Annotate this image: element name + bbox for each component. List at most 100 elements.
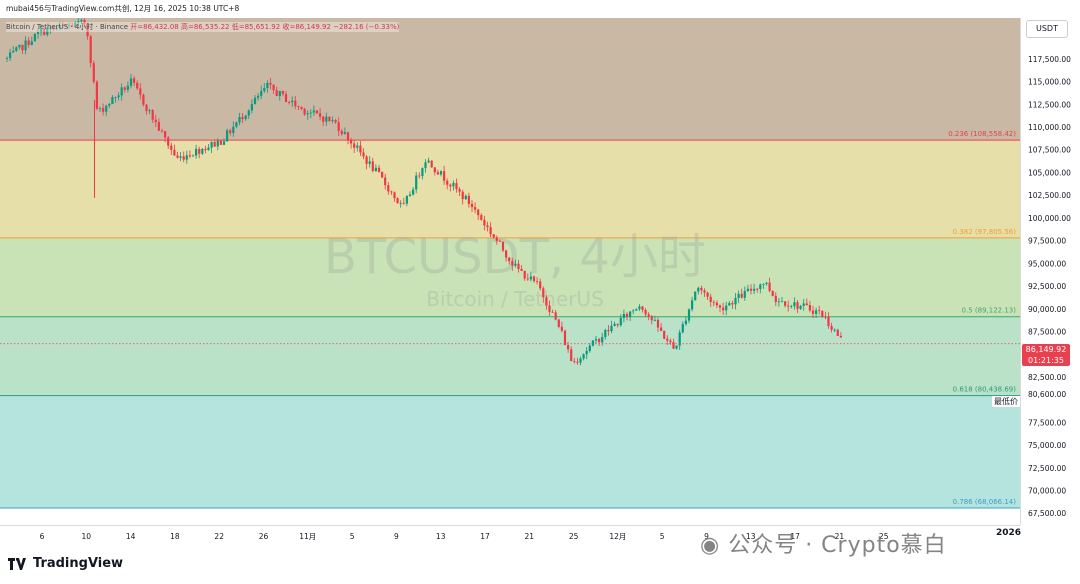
candle-body[interactable] (687, 309, 691, 321)
candle-body[interactable] (443, 171, 446, 181)
candle-body[interactable] (123, 87, 126, 90)
price-plot[interactable]: 0.236 (108,558.42) 0.382 (97,805.56) 0.5 (… (0, 18, 1020, 525)
candle-body[interactable] (294, 100, 297, 107)
candle-body[interactable] (12, 50, 15, 53)
candle-body[interactable] (833, 329, 836, 331)
candle-body[interactable] (653, 319, 656, 321)
candle-body[interactable] (105, 105, 108, 112)
candle-body[interactable] (108, 104, 111, 106)
candle-body[interactable] (529, 276, 532, 280)
candle-body[interactable] (464, 195, 467, 200)
candle-body[interactable] (114, 97, 117, 98)
candle-body[interactable] (371, 161, 374, 171)
candle-body[interactable] (765, 282, 768, 284)
candle-body[interactable] (216, 140, 219, 147)
candle-body[interactable] (638, 306, 641, 310)
candle-body[interactable] (610, 325, 613, 332)
candle-body[interactable] (303, 108, 306, 115)
candle-body[interactable] (532, 276, 536, 282)
candle-body[interactable] (421, 168, 424, 177)
candle-body[interactable] (632, 310, 635, 312)
candle-body[interactable] (24, 40, 27, 51)
candle-body[interactable] (570, 349, 573, 362)
candle-body[interactable] (71, 25, 74, 28)
candle-body[interactable] (9, 52, 12, 59)
candle-body[interactable] (815, 310, 818, 314)
candle-body[interactable] (715, 302, 718, 306)
candle-body[interactable] (511, 261, 514, 266)
candle-body[interactable] (483, 219, 486, 226)
candle-body[interactable] (244, 115, 247, 120)
candle-body[interactable] (427, 160, 430, 163)
candle-body[interactable] (678, 332, 681, 346)
candle-body[interactable] (21, 44, 24, 51)
candle-body[interactable] (737, 293, 740, 298)
candle-body[interactable] (405, 196, 408, 204)
candle-body[interactable] (613, 323, 616, 326)
candle-body[interactable] (219, 140, 222, 145)
candle-body[interactable] (722, 307, 725, 311)
candle-body[interactable] (49, 27, 52, 30)
candle-body[interactable] (777, 301, 780, 303)
candle-body[interactable] (309, 112, 312, 114)
candle-body[interactable] (461, 191, 464, 200)
candle-body[interactable] (790, 306, 793, 307)
candle-body[interactable] (253, 97, 257, 105)
candle-body[interactable] (700, 287, 703, 291)
candle-body[interactable] (681, 324, 684, 333)
tradingview-logo[interactable]: TradingView (8, 556, 123, 571)
candle-body[interactable] (436, 172, 439, 175)
candle-body[interactable] (381, 171, 384, 178)
candle-body[interactable] (151, 110, 154, 120)
candle-body[interactable] (210, 141, 213, 148)
candle-body[interactable] (365, 156, 368, 164)
candle-body[interactable] (340, 130, 343, 134)
candle-body[interactable] (142, 94, 145, 105)
candle-body[interactable] (176, 155, 179, 158)
candle-body[interactable] (266, 82, 269, 88)
candle-body[interactable] (157, 122, 160, 131)
candle-body[interactable] (787, 305, 790, 307)
candle-body[interactable] (5, 58, 9, 59)
candle-body[interactable] (89, 36, 92, 64)
candle-body[interactable] (598, 339, 601, 343)
candle-body[interactable] (136, 82, 139, 89)
candle-body[interactable] (117, 95, 120, 98)
candle-body[interactable] (15, 47, 18, 51)
candle-body[interactable] (241, 117, 244, 120)
candle-body[interactable] (474, 207, 477, 210)
candle-body[interactable] (126, 85, 129, 90)
candle-body[interactable] (328, 116, 331, 121)
candle-body[interactable] (749, 288, 753, 291)
candle-body[interactable] (393, 192, 396, 199)
candle-body[interactable] (18, 44, 21, 48)
candle-body[interactable] (669, 340, 672, 343)
candle-body[interactable] (198, 148, 201, 154)
candle-body[interactable] (539, 281, 542, 289)
candle-body[interactable] (167, 137, 170, 146)
candle-body[interactable] (408, 194, 412, 197)
candle-body[interactable] (331, 120, 334, 121)
candle-body[interactable] (588, 345, 591, 351)
candle-body[interactable] (604, 329, 607, 337)
candle-body[interactable] (746, 288, 749, 291)
candle-body[interactable] (563, 330, 567, 346)
candle-body[interactable] (297, 106, 300, 107)
candle-body[interactable] (495, 237, 498, 241)
candle-body[interactable] (517, 263, 520, 269)
candle-body[interactable] (467, 195, 470, 204)
candle-body[interactable] (501, 241, 505, 251)
symbol-label[interactable]: Bitcoin / TetherUS · 4小时 · Binance (6, 23, 129, 31)
candle-body[interactable] (226, 130, 229, 142)
candle-body[interactable] (799, 305, 802, 309)
candle-body[interactable] (160, 130, 164, 132)
candle-body[interactable] (644, 309, 647, 315)
candle-body[interactable] (542, 288, 545, 298)
candle-body[interactable] (390, 191, 393, 193)
candle-body[interactable] (573, 361, 576, 362)
candle-body[interactable] (793, 302, 796, 307)
candle-body[interactable] (455, 183, 458, 190)
candle-body[interactable] (399, 202, 402, 204)
candle-body[interactable] (412, 189, 415, 195)
candle-body[interactable] (675, 345, 678, 349)
